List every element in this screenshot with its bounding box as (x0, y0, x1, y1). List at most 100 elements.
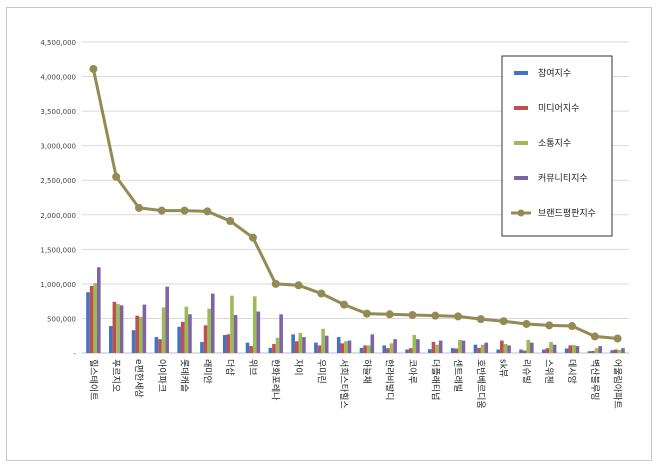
bar-2-23 (591, 350, 595, 353)
bar-1-20 (519, 349, 523, 353)
bar-2-19 (500, 340, 504, 353)
bar-4-5 (188, 314, 192, 353)
bar-3-5 (184, 306, 189, 353)
bar-4-9 (279, 314, 283, 353)
bar-1-1 (86, 292, 90, 353)
bar-1-16 (428, 349, 432, 353)
x-tick-label: 래미안 (201, 359, 212, 384)
bar-4-11 (324, 335, 329, 353)
bar-1-4 (154, 337, 159, 353)
x-tick-label: 벽산블루밍 (589, 359, 600, 400)
line-point-12 (340, 300, 349, 309)
bar-2-3 (135, 315, 139, 353)
legend-label-4: 커뮤니티지수 (538, 173, 588, 184)
bar-4-1 (97, 267, 101, 353)
gridlines (82, 41, 629, 354)
bar-3-18 (480, 344, 485, 353)
legend-box (501, 55, 613, 237)
line-point-17 (454, 312, 463, 321)
bar-4-12 (347, 340, 352, 353)
bar-1-15 (405, 349, 409, 353)
bar-4-7 (233, 314, 238, 353)
bar-1-23 (587, 351, 592, 353)
bar-4-18 (484, 342, 489, 353)
bar-2-16 (431, 341, 436, 353)
bar-3-4 (161, 307, 166, 353)
bar-4-2 (119, 305, 124, 353)
x-tick-label: 리슈빌 (520, 359, 531, 384)
bar-4-20 (530, 342, 534, 353)
x-tick-label: 스위첸 (543, 359, 554, 384)
bar-1-9 (268, 347, 273, 353)
x-tick-label: 한화포레나 (270, 359, 281, 400)
y-tick-label: 2,500,000 (40, 177, 76, 185)
bar-3-3 (138, 317, 143, 353)
x-tick-label: 더샵 (224, 359, 235, 376)
bar-2-13 (363, 345, 367, 353)
bar-2-21 (545, 348, 550, 353)
bar-1-19 (496, 349, 501, 353)
bar-1-11 (314, 342, 318, 353)
x-axis-tick-labels: 힐스테이트 푸르지오 e편한세상 아이파크 롯데캐슬 래미안 더샵 위브 한화포레나 자이 우미린 서… (87, 359, 623, 409)
x-tick-label: 센트레빌 (452, 359, 463, 392)
line-point-6 (203, 207, 212, 216)
bar-4-17 (461, 340, 466, 353)
x-tick-label: 더플래티넘 (429, 359, 440, 400)
x-tick-label: 아이파크 (156, 359, 167, 392)
line-point-15 (408, 310, 417, 319)
bar-2-18 (477, 347, 481, 353)
bar-3-2 (116, 303, 120, 353)
bar-3-10 (298, 332, 303, 353)
bar-3-13 (366, 345, 371, 353)
line-point-21 (545, 321, 554, 330)
x-tick-label: 서희스타힐스 (338, 359, 350, 409)
y-tick-label: 2,000,000 (40, 212, 76, 220)
bar-4-10 (302, 337, 306, 353)
bar-3-23 (594, 348, 599, 353)
x-tick-label: 자이 (293, 359, 304, 376)
bar-1-17 (450, 348, 455, 353)
bar-1-3 (131, 330, 136, 353)
bar-1-8 (245, 342, 250, 353)
y-tick-label: 1,000,000 (40, 281, 76, 289)
bar-1-13 (359, 347, 364, 353)
bar-3-7 (230, 295, 234, 353)
x-tick-label: 코아루 (406, 359, 417, 384)
bar-1-2 (108, 326, 113, 353)
bar-4-22 (575, 346, 580, 353)
bar-3-8 (252, 296, 257, 353)
bar-4-19 (507, 345, 511, 353)
legend-swatch-1 (514, 71, 528, 75)
line-point-7 (226, 217, 235, 225)
line-point-9 (271, 279, 280, 288)
x-tick-label: 데시앙 (566, 359, 578, 384)
legend-label-3: 소통지수 (538, 138, 571, 149)
bar-3-11 (321, 328, 325, 353)
bar-4-3 (142, 304, 147, 353)
bar-2-8 (249, 346, 253, 353)
y-axis-tick-labels: - 500,000 1,000,000 1,500,000 2,000,000 2,500… (40, 39, 76, 358)
bar-1-18 (473, 344, 478, 353)
bar-2-14 (386, 348, 390, 353)
y-tick-label: - (73, 350, 76, 358)
bar-4-15 (416, 339, 420, 353)
x-tick-label: 힐스테이트 (87, 359, 99, 400)
bar-2-22 (568, 345, 573, 353)
line-point-14 (385, 310, 394, 319)
bar-4-6 (210, 293, 215, 353)
bar-4-23 (598, 346, 603, 353)
line-series (89, 64, 622, 343)
bar-3-15 (412, 335, 417, 353)
legend-label-2: 미디어지수 (538, 103, 579, 114)
bar-2-1 (89, 285, 94, 353)
line-point-11 (317, 289, 326, 298)
line-point-23 (590, 332, 599, 341)
x-tick-label: 한라비발디 (384, 359, 395, 400)
line-point-1 (89, 64, 98, 73)
chart-frame: - 500,000 1,000,000 1,500,000 2,000,000 2,500… (6, 7, 652, 461)
bar-4-21 (552, 344, 557, 353)
bar-2-7 (226, 334, 231, 353)
bar-4-14 (393, 339, 397, 353)
line-point-10 (294, 281, 303, 290)
